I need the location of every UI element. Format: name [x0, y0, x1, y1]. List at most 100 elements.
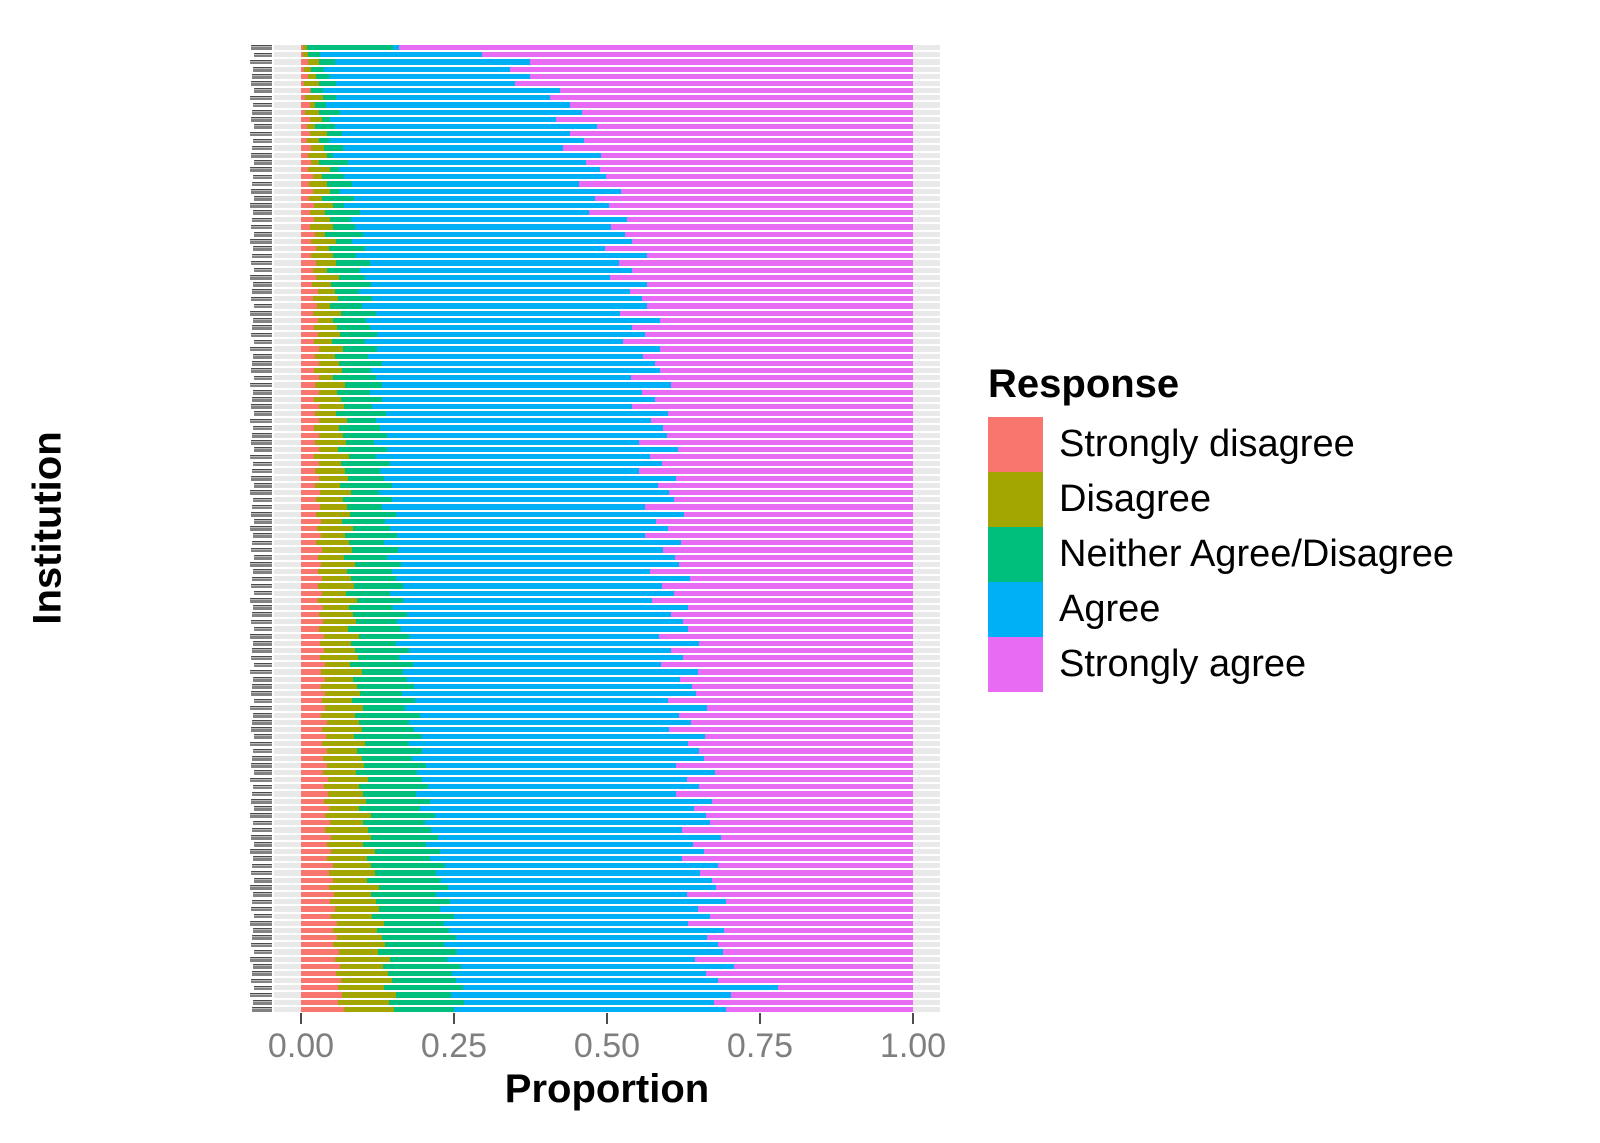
legend-label: Agree: [1059, 588, 1161, 630]
segment-agree: [386, 446, 678, 453]
stacked-bar: [301, 432, 913, 438]
segment-strongly-agree: [398, 45, 913, 51]
bar-row: [251, 582, 940, 589]
y-axis-miniature-label: [250, 95, 272, 101]
segment-disagree: [320, 669, 362, 675]
segment-agree: [386, 411, 669, 417]
segment-agree: [364, 339, 623, 345]
segment-strongly-agree: [699, 748, 913, 754]
segment-strongly-disagree: [301, 138, 307, 144]
segment-strongly-agree: [717, 863, 913, 869]
stacked-bar: [301, 396, 913, 402]
segment-agree: [370, 324, 633, 331]
x-tick-mark: [759, 1013, 761, 1024]
segment-agree: [430, 827, 682, 833]
segment-neither-agree-disagree: [360, 691, 402, 697]
segment-strongly-agree: [673, 497, 913, 503]
stacked-bar: [301, 762, 913, 768]
segment-disagree: [308, 59, 320, 65]
segment-disagree: [321, 547, 352, 553]
segment-disagree: [334, 906, 380, 912]
segment-disagree: [316, 303, 330, 309]
segment-strongly-agree: [644, 504, 913, 510]
segment-disagree: [326, 734, 355, 740]
segment-strongly-agree: [675, 475, 913, 481]
bar-row: [254, 195, 940, 202]
segment-neither-agree-disagree: [384, 920, 445, 926]
stacked-bar: [301, 734, 913, 740]
segment-neither-agree-disagree: [334, 289, 360, 295]
stacked-bar: [301, 332, 913, 338]
segment-disagree: [318, 626, 349, 632]
segment-disagree: [315, 468, 346, 474]
segment-agree: [408, 741, 688, 747]
y-axis-miniature-label: [252, 720, 272, 725]
y-axis-miniature-label: [252, 145, 272, 151]
stacked-bar: [301, 612, 913, 618]
segment-disagree: [304, 66, 312, 72]
segment-agree: [329, 138, 584, 144]
segment-strongly-disagree: [301, 116, 311, 122]
y-axis-miniature-label: [253, 892, 272, 897]
segment-neither-agree-disagree: [359, 784, 429, 790]
segment-strongly-agree: [642, 296, 913, 302]
segment-disagree: [307, 167, 331, 173]
y-axis-miniature-label: [251, 727, 272, 732]
segment-strongly-disagree: [301, 375, 320, 381]
segment-disagree: [318, 332, 340, 338]
segment-agree: [446, 956, 695, 962]
legend-entry: Neither Agree/Disagree: [988, 527, 1454, 582]
y-axis-miniature-label: [253, 210, 272, 216]
y-axis-miniature-label: [254, 878, 272, 883]
segment-strongly-disagree: [301, 698, 322, 704]
bar-row: [252, 396, 940, 403]
segment-agree: [439, 848, 705, 855]
bar-row: [252, 288, 940, 295]
legend-entry: Strongly disagree: [988, 417, 1454, 472]
segment-strongly-agree: [570, 102, 913, 108]
segment-agree: [425, 820, 711, 826]
bar-row: [250, 776, 940, 783]
stacked-bar: [301, 339, 913, 345]
y-axis-miniature-label: [252, 217, 272, 223]
segment-neither-agree-disagree: [323, 145, 343, 151]
segment-neither-agree-disagree: [351, 576, 396, 582]
y-axis-miniature-label: [253, 569, 272, 574]
stacked-bar: [301, 66, 913, 72]
segment-strongly-agree: [692, 841, 913, 847]
segment-disagree: [327, 777, 368, 783]
segment-strongly-agree: [662, 461, 913, 467]
stacked-bar: [301, 755, 913, 761]
segment-strongly-disagree: [301, 604, 324, 611]
segment-disagree: [312, 174, 323, 180]
segment-neither-agree-disagree: [379, 906, 440, 912]
segment-disagree: [305, 109, 320, 115]
bar-row: [251, 690, 940, 697]
segment-disagree: [328, 870, 376, 876]
bar-row: [253, 389, 940, 396]
y-axis-miniature-label: [251, 332, 272, 338]
y-axis-miniature-label: [254, 339, 272, 345]
segment-agree: [407, 612, 671, 618]
y-axis-miniature-label: [252, 540, 272, 546]
segment-neither-agree-disagree: [382, 963, 462, 969]
y-axis-miniature-label: [253, 174, 272, 180]
segment-agree: [403, 597, 652, 603]
segment-agree: [405, 705, 708, 711]
segment-neither-agree-disagree: [332, 224, 356, 230]
y-axis-miniature-label: [252, 325, 272, 330]
segment-disagree: [314, 368, 342, 374]
segment-strongly-disagree: [301, 848, 331, 855]
segment-strongly-disagree: [301, 59, 309, 65]
segment-agree: [391, 568, 651, 575]
bar-row: [253, 173, 940, 180]
segment-agree: [370, 260, 620, 266]
segment-disagree: [333, 942, 386, 948]
y-axis-miniature-label: [254, 375, 272, 381]
segment-strongly-disagree: [301, 238, 312, 244]
segment-strongly-agree: [712, 798, 913, 804]
segment-disagree: [315, 482, 340, 489]
segment-strongly-agree: [668, 698, 913, 704]
segment-agree: [439, 906, 699, 912]
segment-strongly-disagree: [301, 669, 321, 675]
